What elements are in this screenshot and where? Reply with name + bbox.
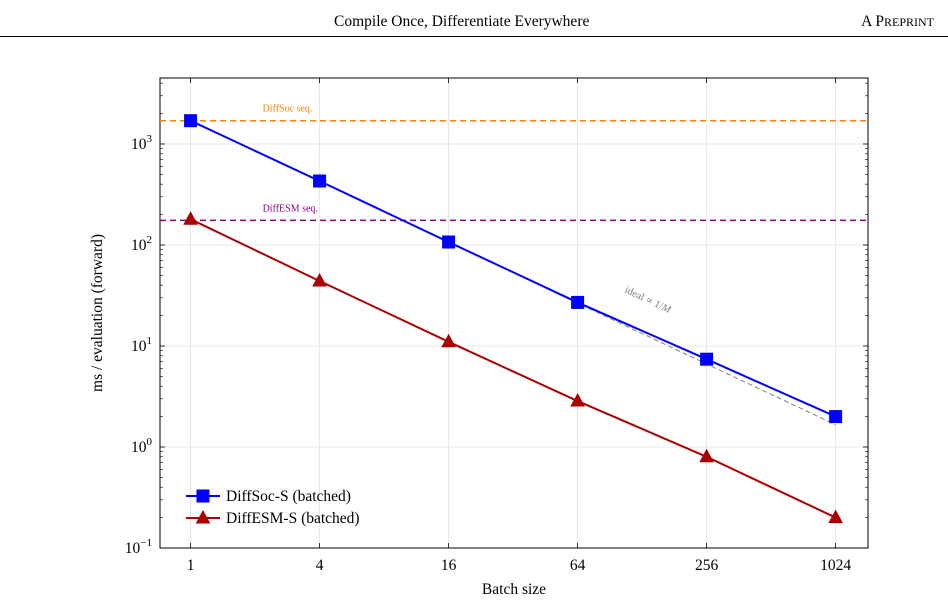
x-tick-label: 256 [695,557,719,574]
series [183,114,843,524]
data-point-triangle [699,448,714,463]
data-point-triangle [441,333,456,348]
data-point-square [571,295,585,309]
grid [160,78,868,548]
running-head-preprint: A PREPRINT [861,13,934,31]
y-tick-label: 103 [131,133,153,153]
x-tick-label: 64 [570,557,586,574]
x-tick-label: 1 [187,557,195,574]
legend-label: DiffSoc-S (batched) [226,488,351,505]
plot-frame [159,77,869,549]
ideal-label-prefix: ideal ∝ 1/ [623,285,665,312]
y-tick-label: 10−1 [125,537,152,557]
running-header: Compile Once, Differentiate Everywhere A… [0,0,948,40]
data-point-triangle [183,211,198,225]
x-tick-label: 1024 [820,557,851,574]
reference-line-label: DiffESM seq. [263,203,318,214]
header-rule [0,36,948,37]
x-tick-label: 16 [441,557,457,574]
series-line [190,218,837,519]
running-head-title: Compile Once, Differentiate Everywhere [334,13,590,30]
data-point-triangle [312,272,327,287]
preprint-rest: REPRINT [883,15,934,29]
data-point-square [442,235,456,249]
x-tick-label: 4 [316,557,324,574]
data-point-square [829,410,843,424]
data-point-triangle [828,509,843,524]
preprint-lead: A P [861,13,884,30]
data-point-square [196,489,210,503]
data-point-square [313,174,327,188]
legend-label: DiffESM-S (batched) [226,510,360,527]
axis-ticks: 1 4 16 64 256 1024 10−1 100 101 102 103 [125,78,868,574]
y-axis-title: ms / evaluation (forward) [89,234,106,392]
reference-lines: DiffSoc seq. DiffESM seq. ideal ∝ 1/M [160,104,868,426]
y-tick-label: 102 [131,234,152,254]
data-point-triangle [195,509,211,524]
legend: DiffSoc-S (batched) DiffESM-S (batched) [186,488,360,527]
y-tick-label: 100 [131,436,153,456]
series-line [190,119,837,418]
data-point-square [184,114,198,128]
y-tick-label: 101 [131,335,152,355]
ideal-line-label: ideal ∝ 1/M [623,285,674,317]
data-point-triangle [570,393,585,407]
x-axis-title: Batch size [482,581,546,598]
reference-line-label: DiffSoc seq. [263,104,313,115]
data-point-square [700,352,714,366]
